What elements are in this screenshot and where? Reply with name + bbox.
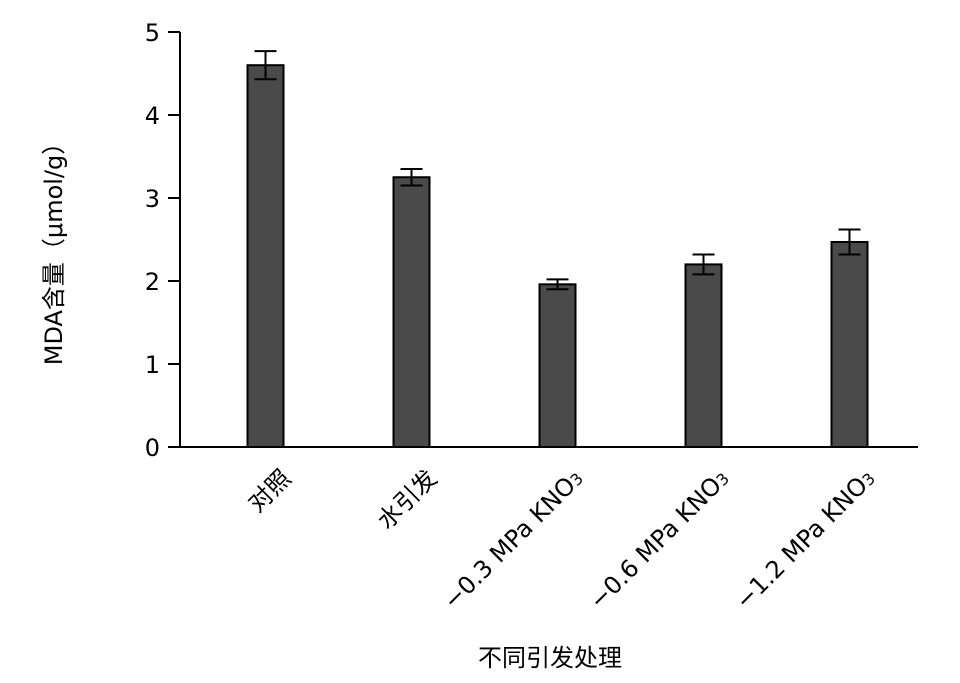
y-axis-title: MDA含量（μmol/g） <box>40 131 68 366</box>
y-tick-label: 2 <box>145 268 160 296</box>
y-tick-label: 3 <box>145 185 160 213</box>
error-bar <box>254 50 277 81</box>
bar <box>392 176 431 448</box>
y-axis: 0 1 2 3 4 5 <box>145 19 181 462</box>
category-label-main: −0.3 MPa KNO <box>437 471 580 614</box>
category-label: 水引发 <box>371 464 442 535</box>
error-bar <box>400 167 423 187</box>
category-labels: 对照 水引发−0.3 MPa KNO3−0.6 MPa KNO3−1.2 MPa … <box>242 464 880 615</box>
y-tick-label: 5 <box>145 19 160 47</box>
category-label-main: −0.6 MPa KNO <box>583 471 726 614</box>
bar <box>830 240 869 448</box>
x-axis-title: 不同引发处理 <box>478 644 622 672</box>
category-label-main: −1.2 MPa KNO <box>729 471 872 614</box>
bar <box>246 64 285 448</box>
category-label: 对照 <box>242 464 296 518</box>
error-bars <box>254 50 861 291</box>
y-tick-label: 4 <box>145 102 160 130</box>
error-bar <box>546 278 569 291</box>
category-label-main: 水引发 <box>371 464 442 535</box>
category-label-main: 对照 <box>242 464 296 518</box>
error-bar <box>692 253 715 276</box>
bars <box>246 64 869 448</box>
bar <box>684 263 723 448</box>
bar <box>538 283 577 448</box>
y-tick-label: 0 <box>145 434 160 462</box>
error-bar <box>838 228 861 256</box>
category-label: −0.6 MPa KNO3 <box>583 464 734 615</box>
category-label: −0.3 MPa KNO3 <box>437 464 588 615</box>
category-label: −1.2 MPa KNO3 <box>729 464 880 615</box>
y-tick-label: 1 <box>145 351 160 379</box>
